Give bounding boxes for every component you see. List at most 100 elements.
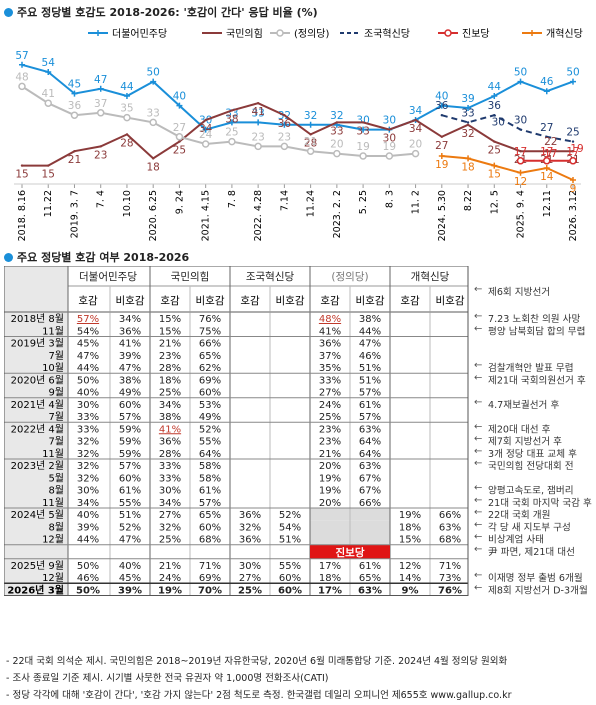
data-label-0-4: 44 — [120, 81, 134, 93]
data-label-1-5: 18 — [147, 161, 160, 173]
cell-17-1: 52% — [119, 522, 141, 533]
cell-15-3: 57% — [199, 498, 221, 509]
footnote-2: - 조사 종료일 기준 제시. 시기별 사뭇한 전국 유권자 약 1,000명 … — [6, 673, 329, 684]
cell-22-8: 9% — [402, 585, 419, 596]
cell-1-2: 15% — [159, 326, 181, 337]
extra-label-3: 17 — [544, 148, 557, 160]
point-2-3 — [96, 109, 105, 117]
point-1-18 — [493, 140, 496, 143]
note-arrow-22: ← — [474, 582, 482, 593]
data-label-2-8: 25 — [225, 127, 238, 139]
cell-20-8: 12% — [399, 561, 421, 572]
cell-11-3: 64% — [199, 449, 221, 460]
cell-16-8: 19% — [399, 510, 421, 521]
cell-1-7: 44% — [359, 326, 381, 337]
cell-8-2: 38% — [159, 412, 181, 423]
note-19: 尹 파면, 제21대 대선 — [488, 547, 575, 558]
note-10: 제7회 지방선거 후 — [488, 437, 562, 448]
data-label-3-19: 30 — [514, 115, 527, 127]
data-label-2-4: 35 — [120, 103, 133, 115]
point-0-13 — [360, 126, 367, 133]
cell-16-0: 40% — [77, 510, 99, 521]
note-arrow-1: ← — [474, 323, 482, 334]
cell-2-0: 45% — [77, 339, 99, 350]
sub-header-1-0: 호감 — [160, 295, 180, 307]
point-1-19 — [519, 150, 522, 153]
row-period-18: 12월 — [42, 534, 64, 546]
cell-4-1: 47% — [119, 363, 141, 374]
x-tick-label-2: 2019. 3. 7 — [69, 190, 80, 238]
note-9: 제20대 대선 후 — [488, 424, 551, 435]
data-label-3-18: 36 — [488, 100, 502, 112]
cell-1-6: 41% — [319, 326, 341, 337]
note-arrow-12: ← — [474, 458, 482, 469]
data-label-1-14: 30 — [383, 133, 396, 145]
cell-3-6: 37% — [319, 351, 341, 362]
cell-22-5: 60% — [278, 585, 302, 596]
data-label-1-15: 34 — [409, 123, 423, 135]
cell-22-3: 70% — [198, 585, 222, 596]
cell-18-0: 44% — [77, 535, 99, 546]
cell-2-3: 66% — [199, 339, 221, 350]
cell-17-3: 60% — [199, 522, 221, 533]
cell-8-0: 33% — [77, 412, 99, 423]
cell-22-4: 25% — [238, 585, 262, 596]
cell-14-3: 61% — [199, 486, 221, 497]
row-period-4: 10월 — [42, 362, 64, 374]
sub-header-3-1: 비호감 — [356, 295, 385, 307]
point-2-2 — [70, 111, 79, 119]
sub-header-2-1: 비호감 — [276, 295, 305, 307]
cell-6-7: 57% — [359, 388, 381, 399]
cell-12-3: 58% — [199, 461, 221, 472]
data-label-1-10: 36 — [278, 118, 292, 130]
row-period-6: 9월 — [48, 387, 64, 399]
cell-9-7: 63% — [359, 424, 381, 435]
cell-22-9: 76% — [438, 585, 462, 596]
cell-12-2: 33% — [159, 461, 181, 472]
extra-label-2: 19 — [570, 143, 583, 155]
cell-16-3: 65% — [199, 510, 221, 521]
point-3-20 — [545, 135, 548, 138]
point-0-6 — [176, 102, 183, 109]
cell-0-7: 38% — [359, 314, 381, 325]
note-arrow-16: ← — [474, 507, 482, 518]
point-2-7 — [201, 140, 210, 148]
cell-8-7: 57% — [359, 412, 381, 423]
x-tick-label-0: 2018. 8.16 — [17, 190, 28, 241]
data-label-5-16: 19 — [435, 159, 448, 171]
data-label-0-0: 57 — [15, 50, 28, 62]
cell-18-9: 68% — [439, 535, 461, 546]
cell-4-0: 44% — [77, 363, 99, 374]
cell-2-1: 41% — [119, 339, 141, 350]
period-col-bg — [4, 266, 68, 596]
row-period-2: 2019년 3월 — [11, 338, 64, 350]
point-2-13 — [359, 152, 367, 160]
point-1-7 — [204, 118, 207, 122]
cell-3-7: 46% — [359, 351, 381, 362]
point-1-13 — [361, 121, 365, 124]
cell-9-3: 52% — [199, 424, 221, 435]
data-label-3-17: 33 — [461, 107, 474, 119]
cell-4-6: 35% — [319, 363, 341, 374]
point-4-21 — [569, 157, 577, 165]
cell-9-2: 41% — [159, 424, 181, 435]
data-label-4-20: 17 — [540, 146, 553, 158]
cell-12-0: 32% — [77, 461, 99, 472]
data-label-2-12: 20 — [330, 139, 343, 151]
x-tick-label-13: 5. 25 — [358, 190, 369, 214]
cell-12-7: 63% — [359, 461, 381, 472]
x-tick-label-3: 7. 4 — [96, 190, 107, 208]
data-label-1-11: 28 — [304, 137, 317, 149]
point-0-4 — [123, 93, 130, 99]
cell-5-1: 38% — [119, 375, 141, 386]
point-1-21 — [571, 150, 575, 153]
point-4-20 — [543, 157, 551, 165]
data-label-5-19: 12 — [514, 176, 527, 188]
data-label-0-6: 40 — [173, 91, 186, 103]
series-line-3 — [441, 114, 574, 143]
note-arrow-9: ← — [474, 421, 482, 432]
row-period-5: 2020년 6월 — [11, 374, 64, 386]
cell-2-2: 21% — [159, 339, 181, 350]
row-period-7: 2021년 4월 — [11, 399, 64, 411]
cell-14-1: 61% — [119, 486, 141, 497]
